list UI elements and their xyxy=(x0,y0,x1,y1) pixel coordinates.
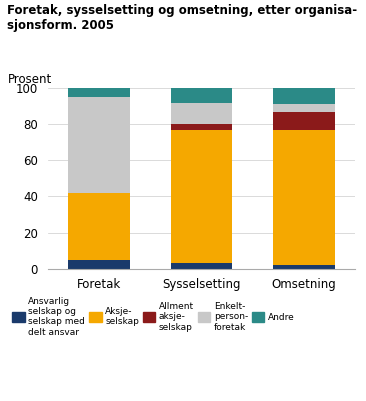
Bar xyxy=(68,193,130,260)
Bar xyxy=(273,88,335,104)
Bar xyxy=(273,104,335,111)
Bar xyxy=(171,103,232,124)
Bar xyxy=(68,260,130,269)
Bar xyxy=(273,111,335,130)
Text: Foretak, sysselsetting og omsetning, etter organisa-
sjonsform. 2005: Foretak, sysselsetting og omsetning, ett… xyxy=(7,4,358,32)
Bar xyxy=(171,88,232,103)
Bar xyxy=(273,130,335,265)
Legend: Ansvarlig
selskap og
selskap med
delt ansvar, Aksje-
selskap, Allment
aksje-
sel: Ansvarlig selskap og selskap med delt an… xyxy=(12,297,295,337)
Bar xyxy=(171,130,232,263)
Bar xyxy=(273,265,335,269)
Bar xyxy=(68,88,130,97)
Bar xyxy=(171,263,232,269)
Bar xyxy=(68,97,130,193)
Bar xyxy=(171,124,232,130)
Text: Prosent: Prosent xyxy=(8,73,52,86)
